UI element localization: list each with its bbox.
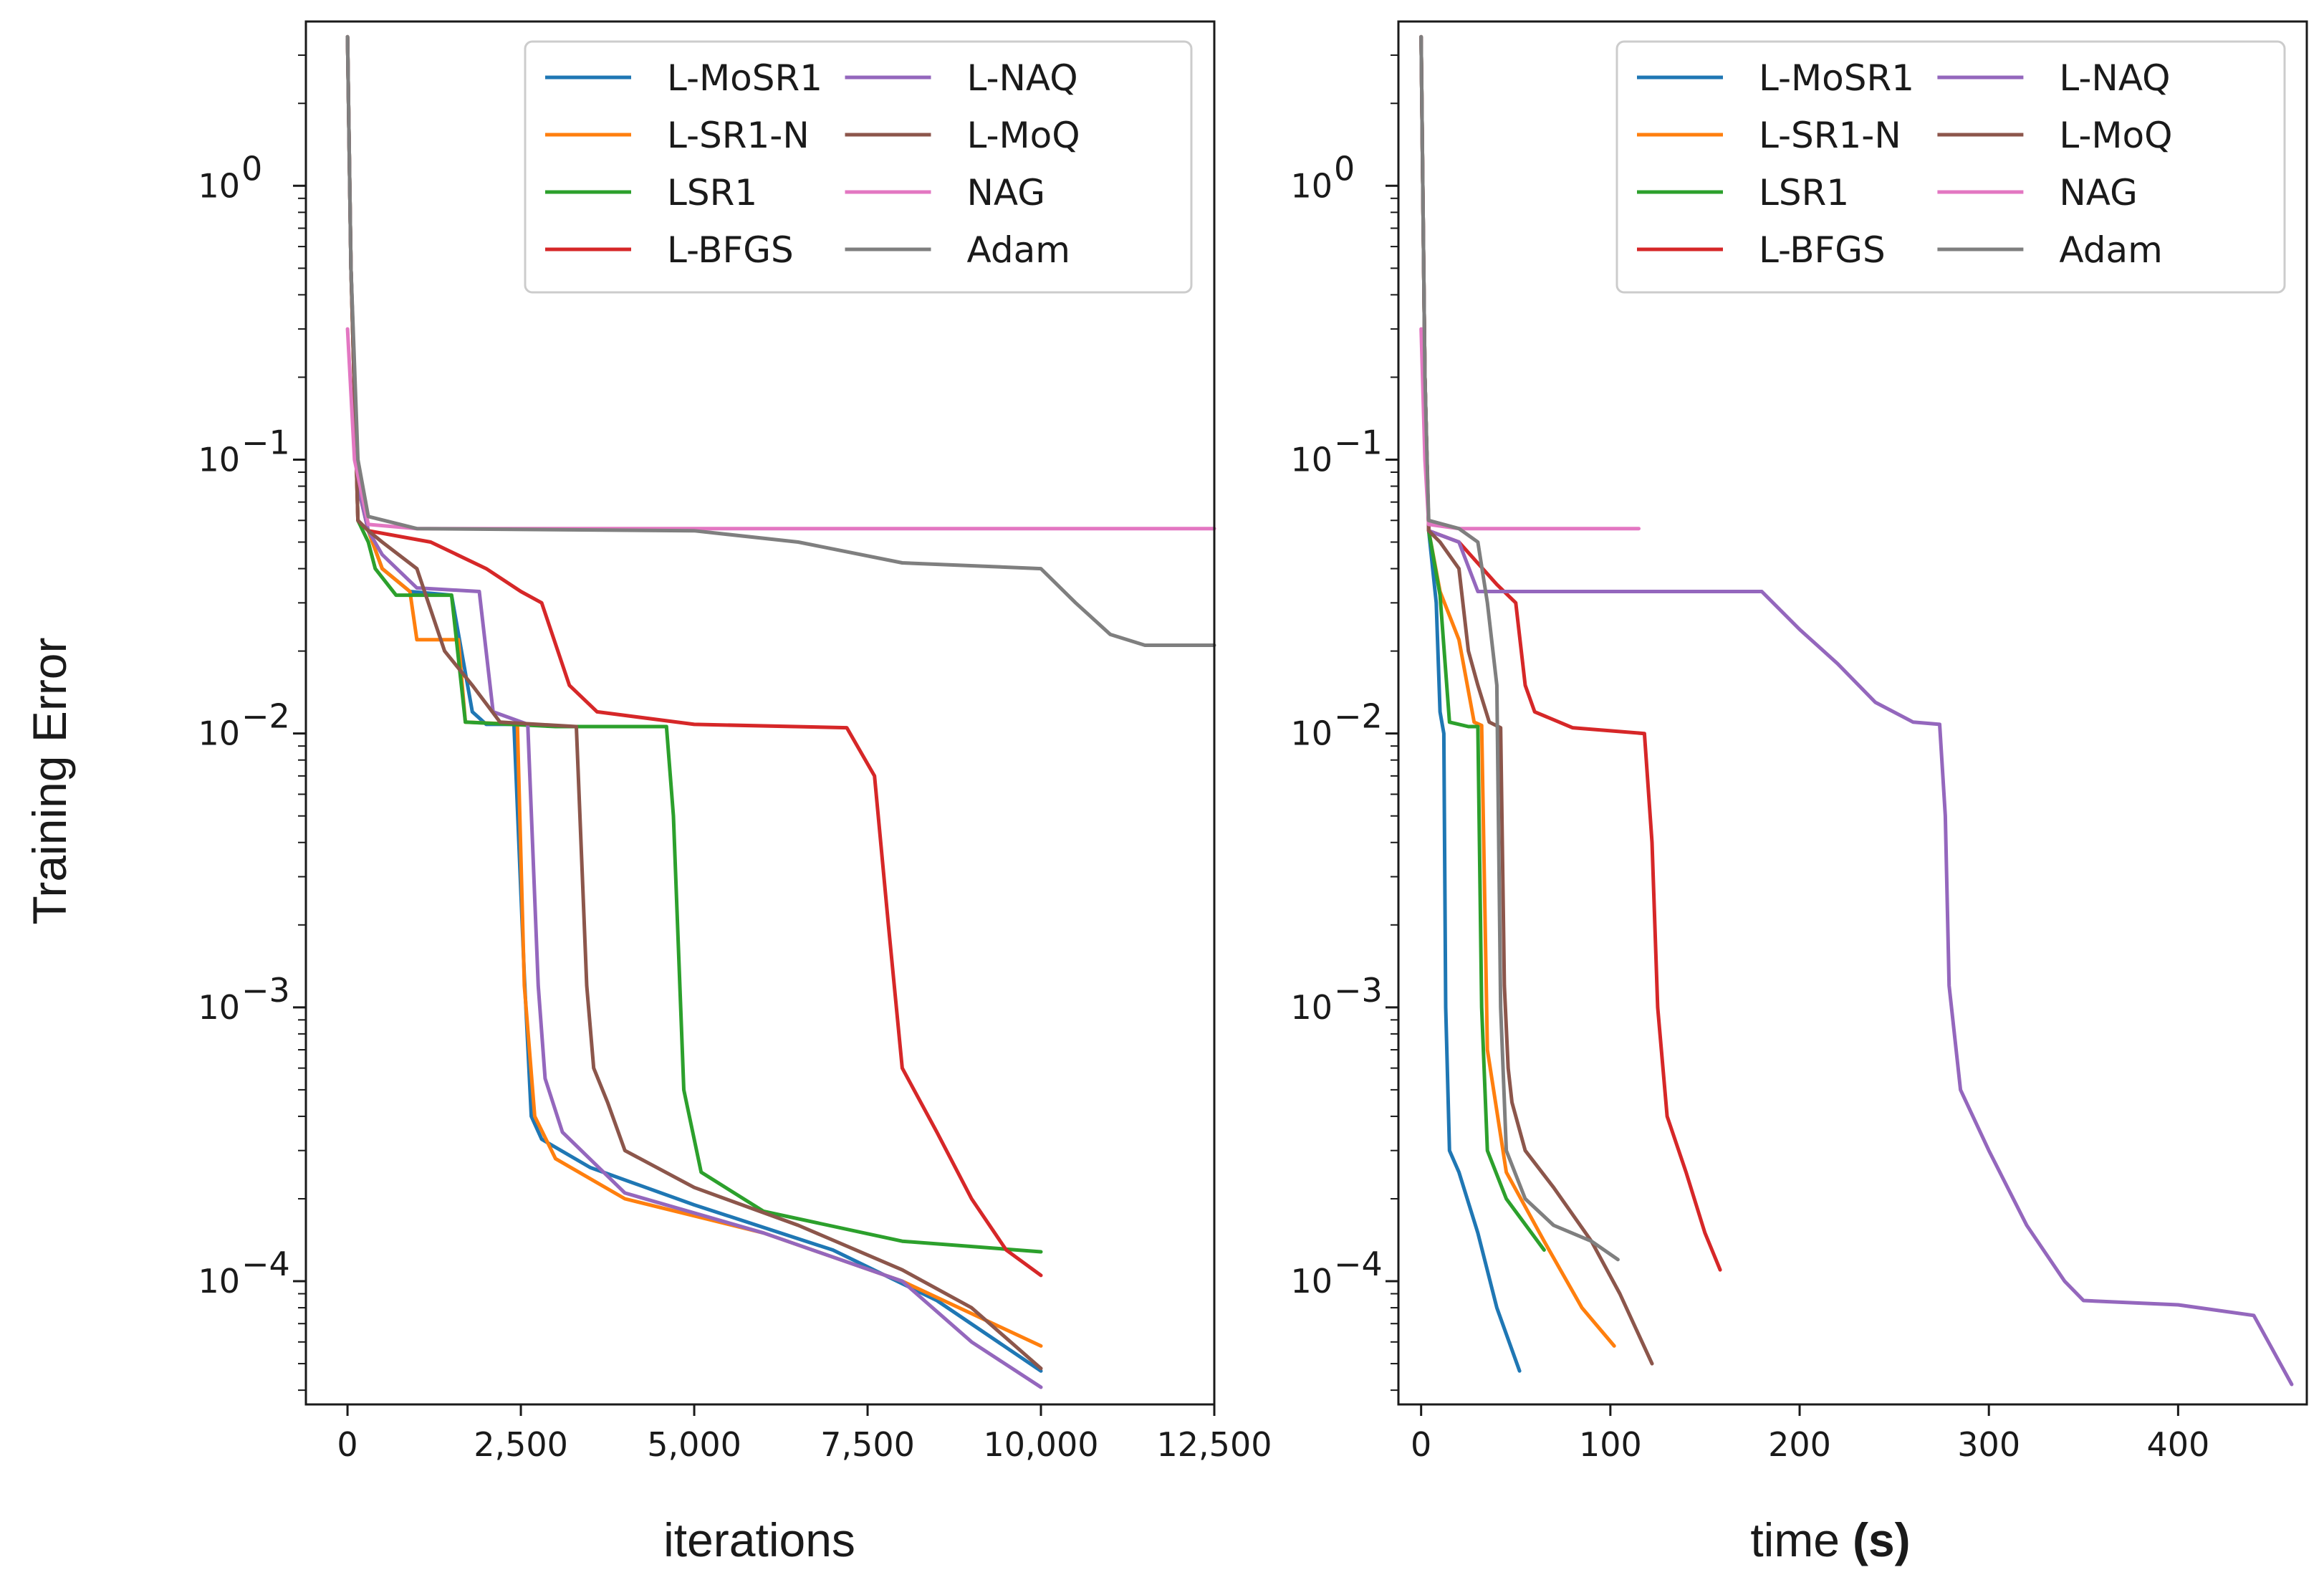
- x-tick-label: 7,500: [820, 1425, 915, 1464]
- x-axis-label-time: time (s): [1750, 1513, 1910, 1566]
- legend-label-adam: Adam: [967, 229, 1070, 271]
- series-line-l-moq: [345, 34, 1043, 1371]
- series-line-adam: [345, 34, 1216, 647]
- x-axis-label-time-text: time: [1750, 1513, 1840, 1566]
- legend-label-lsr1: LSR1: [1759, 172, 1849, 214]
- y-tick-label: 10: [1290, 714, 1333, 753]
- x-axis-label-time-unit: (s): [1853, 1513, 1911, 1566]
- legend-label-lsr1: LSR1: [667, 172, 757, 214]
- x-tick-label: 0: [337, 1425, 357, 1464]
- x-tick-label: 12,500: [1157, 1425, 1272, 1464]
- legend-label-l-naq: L-NAQ: [2059, 57, 2170, 99]
- series-line-adam: [1419, 34, 1620, 1262]
- legend-label-l-sr1-n: L-SR1-N: [1759, 115, 1901, 156]
- y-tick-exponent: −2: [1334, 697, 1383, 736]
- plot-frame: [1397, 20, 2308, 1406]
- y-tick-exponent: −1: [1334, 423, 1383, 461]
- y-tick-exponent: −4: [241, 1245, 290, 1283]
- y-tick-label: 10: [198, 988, 240, 1027]
- legend-label-l-mosr1: L-MoSR1: [1759, 57, 1914, 99]
- x-tick-label: 300: [1957, 1425, 2020, 1464]
- y-tick-label: 10: [1290, 1262, 1333, 1301]
- legend-label-l-bfgs: L-BFGS: [667, 229, 794, 271]
- legend: L-MoSR1 L-SR1-N LSR1 L-BFGS L-NAQ L-MoQ NAG Ada…: [524, 40, 1193, 294]
- y-tick-label: 10: [198, 714, 240, 753]
- x-tick-label: 10,000: [984, 1425, 1099, 1464]
- series-line-l-moq: [1419, 34, 1654, 1366]
- legend-box: [1615, 40, 2286, 294]
- legend-label-l-sr1-n: L-SR1-N: [667, 115, 810, 156]
- y-tick-exponent: −1: [241, 423, 290, 461]
- legend-label-l-naq: L-NAQ: [967, 57, 1078, 99]
- x-tick-label: 0: [1411, 1425, 1431, 1464]
- x-axis-label-iterations: iterations: [663, 1513, 855, 1566]
- y-tick-label: 10: [198, 166, 240, 205]
- x-tick-label: 200: [1768, 1425, 1831, 1464]
- plot-frame: [304, 20, 1216, 1406]
- series-line-nag: [1419, 327, 1641, 531]
- y-tick-exponent: −3: [1334, 971, 1383, 1010]
- legend-label-l-mosr1: L-MoSR1: [667, 57, 822, 99]
- series-lines: [1419, 34, 2294, 1387]
- series-lines: [345, 34, 1216, 1389]
- legend: L-MoSR1 L-SR1-N LSR1 L-BFGS L-NAQ L-MoQ NAG Ada…: [1615, 40, 2286, 294]
- y-tick-exponent: 0: [1334, 149, 1355, 188]
- x-tick-label: 2,500: [474, 1425, 568, 1464]
- legend-label-nag: NAG: [2059, 172, 2137, 214]
- y-tick-exponent: −3: [241, 971, 290, 1010]
- y-tick-label: 10: [198, 1262, 240, 1301]
- legend-label-l-bfgs: L-BFGS: [1759, 229, 1886, 271]
- legend-label-l-moq: L-MoQ: [967, 115, 1080, 156]
- y-tick-label: 10: [198, 440, 240, 479]
- y-tick-label: 10: [1290, 166, 1333, 205]
- y-tick-exponent: −2: [241, 697, 290, 736]
- series-line-l-naq: [1419, 34, 2294, 1387]
- legend-label-nag: NAG: [967, 172, 1045, 214]
- y-tick-label: 10: [1290, 440, 1333, 479]
- x-tick-label: 5,000: [647, 1425, 741, 1464]
- y-axis-label: Training Error: [23, 638, 76, 925]
- x-tick-label: 100: [1579, 1425, 1642, 1464]
- legend-label-adam: Adam: [2059, 229, 2162, 271]
- y-tick-label: 10: [1290, 988, 1333, 1027]
- legend-box: [524, 40, 1193, 294]
- y-tick-exponent: 0: [241, 149, 262, 188]
- x-tick-label: 400: [2146, 1425, 2209, 1464]
- y-tick-exponent: −4: [1334, 1245, 1383, 1283]
- series-line-nag: [345, 327, 1216, 531]
- legend-label-l-moq: L-MoQ: [2059, 115, 2172, 156]
